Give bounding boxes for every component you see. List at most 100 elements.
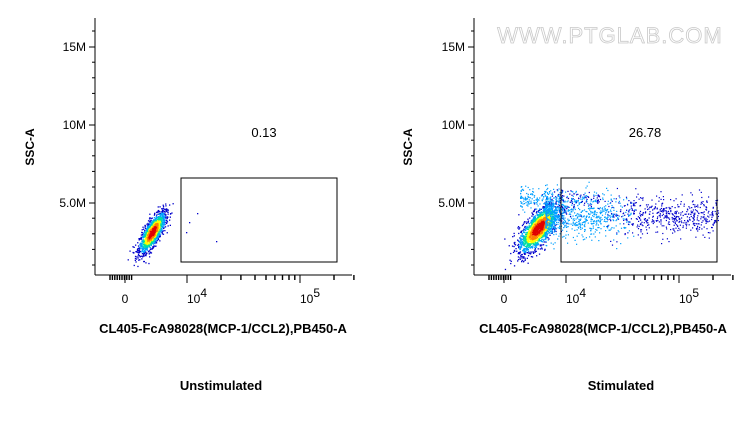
event-dot bbox=[155, 242, 158, 244]
event-dot bbox=[711, 216, 713, 218]
event-dot bbox=[155, 235, 157, 237]
event-dot bbox=[536, 239, 538, 242]
event-dot bbox=[707, 221, 709, 223]
event-dot bbox=[532, 224, 535, 227]
event-dot bbox=[712, 230, 714, 232]
event-dot bbox=[656, 212, 659, 214]
event-dot bbox=[145, 246, 147, 248]
event-dot bbox=[142, 238, 144, 240]
event-dot bbox=[554, 213, 556, 215]
event-dot bbox=[666, 213, 668, 215]
event-dot bbox=[603, 210, 605, 212]
event-dot bbox=[158, 231, 161, 233]
event-dot bbox=[548, 231, 550, 234]
event-dot bbox=[536, 228, 539, 230]
event-dot bbox=[149, 244, 151, 246]
event-dot bbox=[641, 233, 644, 235]
event-dot bbox=[520, 255, 522, 257]
event-dot bbox=[549, 203, 551, 205]
right-y-tick-5m: 5.0M bbox=[438, 196, 465, 210]
event-dot bbox=[144, 244, 146, 246]
event-dot bbox=[708, 216, 710, 218]
event-dot bbox=[543, 217, 545, 219]
event-dot bbox=[648, 224, 650, 226]
event-dot bbox=[590, 230, 592, 232]
event-dot bbox=[149, 234, 151, 236]
event-dot bbox=[604, 219, 606, 221]
event-dot bbox=[529, 227, 531, 229]
event-dot bbox=[524, 253, 527, 255]
event-dot bbox=[538, 236, 540, 238]
event-dot bbox=[547, 226, 549, 229]
event-dot bbox=[152, 231, 154, 233]
event-dot bbox=[553, 223, 556, 225]
event-dot bbox=[159, 206, 161, 208]
event-dot bbox=[585, 197, 587, 199]
event-dot bbox=[598, 215, 600, 217]
event-dot bbox=[559, 207, 561, 209]
event-dot bbox=[548, 224, 550, 226]
event-dot bbox=[585, 187, 587, 189]
event-dot bbox=[600, 210, 602, 212]
event-dot bbox=[556, 221, 558, 223]
event-dot bbox=[580, 223, 582, 225]
right-gate-percent: 26.78 bbox=[629, 125, 662, 140]
event-dot bbox=[152, 232, 155, 235]
event-dot bbox=[706, 207, 708, 209]
event-dot bbox=[653, 220, 655, 222]
event-dot bbox=[534, 235, 536, 237]
event-dot bbox=[627, 221, 629, 223]
event-dot bbox=[689, 207, 691, 209]
event-dot bbox=[536, 233, 539, 236]
event-dot bbox=[158, 234, 160, 236]
event-dot bbox=[674, 221, 676, 223]
event-dot bbox=[584, 230, 586, 232]
event-dot bbox=[144, 235, 147, 237]
event-dot bbox=[153, 245, 155, 247]
event-dot bbox=[137, 248, 139, 250]
event-dot bbox=[545, 190, 547, 192]
event-dot bbox=[526, 239, 528, 242]
event-dot bbox=[558, 200, 560, 202]
event-dot bbox=[639, 210, 642, 212]
event-dot bbox=[545, 204, 547, 207]
event-dot bbox=[535, 226, 537, 228]
event-dot bbox=[551, 193, 553, 195]
event-dot bbox=[135, 251, 137, 253]
event-dot bbox=[534, 250, 536, 252]
event-dot bbox=[545, 184, 547, 187]
event-dot bbox=[563, 204, 565, 207]
event-dot bbox=[595, 192, 598, 194]
event-dot bbox=[538, 216, 540, 218]
event-dot bbox=[521, 206, 523, 208]
event-dot bbox=[159, 236, 161, 238]
event-dot bbox=[159, 213, 161, 216]
event-dot bbox=[607, 200, 609, 202]
event-dot bbox=[161, 225, 163, 227]
event-dot bbox=[715, 213, 717, 215]
event-dot bbox=[541, 232, 543, 234]
event-dot bbox=[533, 210, 535, 212]
event-dot bbox=[608, 211, 610, 213]
event-dot bbox=[568, 209, 570, 211]
event-dot bbox=[585, 201, 587, 203]
event-dot bbox=[216, 241, 218, 243]
event-dot bbox=[676, 224, 678, 226]
event-dot bbox=[162, 226, 164, 229]
event-dot bbox=[563, 221, 565, 223]
event-dot bbox=[562, 199, 564, 202]
event-dot bbox=[520, 231, 522, 233]
event-dot bbox=[521, 261, 523, 263]
event-dot bbox=[542, 206, 544, 208]
event-dot bbox=[564, 201, 566, 203]
event-dot bbox=[532, 190, 534, 193]
event-dot bbox=[662, 208, 665, 210]
event-dot bbox=[155, 223, 158, 225]
event-dot bbox=[536, 244, 538, 246]
event-dot bbox=[675, 211, 677, 213]
event-dot bbox=[147, 233, 149, 235]
event-dot bbox=[561, 214, 563, 216]
event-dot bbox=[549, 200, 551, 202]
event-dot bbox=[520, 244, 523, 246]
event-dot bbox=[576, 235, 578, 237]
